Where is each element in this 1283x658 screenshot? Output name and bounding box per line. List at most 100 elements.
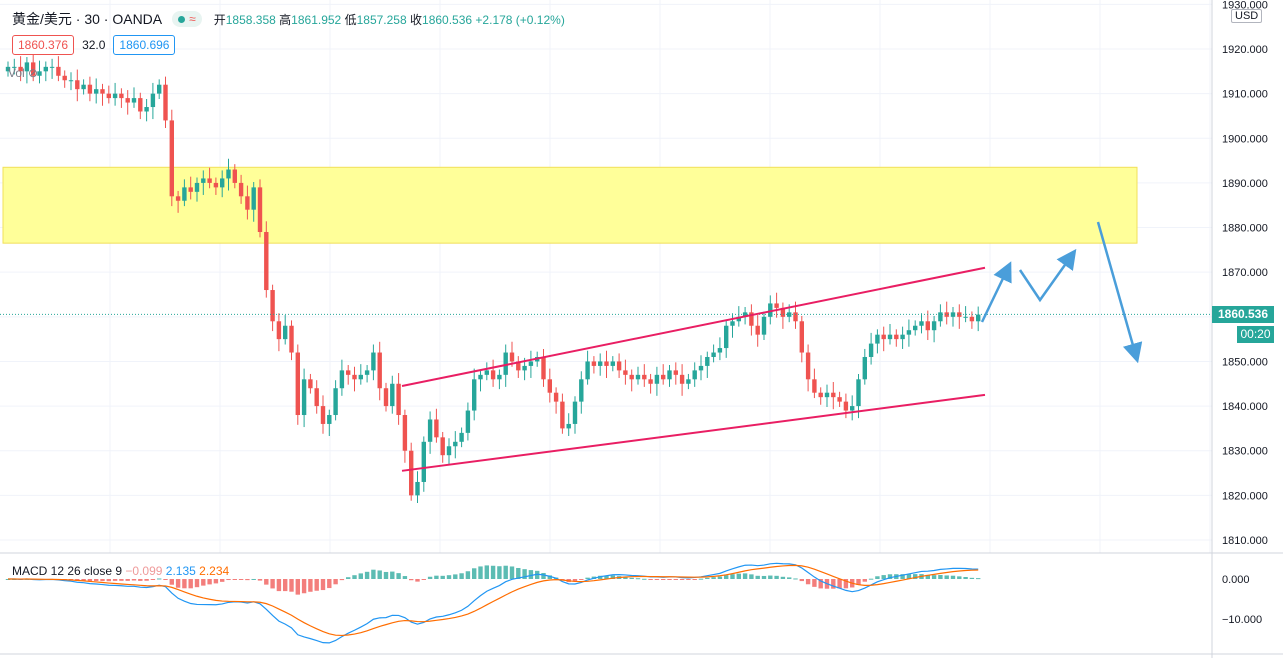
macd-hist-bar — [465, 571, 471, 579]
candle-body — [793, 312, 798, 322]
macd-hist-bar — [175, 579, 181, 588]
candle — [812, 368, 817, 399]
candle — [327, 409, 332, 436]
candle-body — [509, 352, 515, 362]
volume-legend[interactable]: Vol ⊘ — [8, 66, 38, 80]
candle-body — [957, 312, 962, 317]
candle — [232, 164, 237, 189]
candle — [818, 387, 823, 405]
candle — [938, 304, 943, 327]
candle-body — [352, 374, 357, 380]
candle-body — [427, 419, 433, 442]
candle-body — [711, 352, 716, 357]
macd-hist-bar — [730, 574, 735, 579]
candle — [906, 319, 912, 347]
candle-body — [950, 312, 956, 317]
candle — [257, 179, 263, 238]
candle-body — [862, 356, 867, 380]
macd-value: 2.135 — [165, 564, 196, 578]
candle — [894, 329, 899, 347]
candle-body — [358, 374, 363, 380]
candle-body — [56, 66, 61, 76]
candle-body — [150, 93, 156, 108]
candle-body — [295, 352, 300, 416]
candle-body — [119, 93, 124, 99]
candle — [516, 356, 521, 378]
low-value: 1857.258 — [356, 12, 407, 27]
candle — [887, 323, 893, 345]
open-label: 开 — [213, 12, 226, 27]
price-tick-label: 1900.000 — [1222, 133, 1268, 145]
candle-body — [18, 66, 23, 72]
candle — [131, 87, 137, 108]
candle-body — [131, 98, 137, 103]
candle — [31, 54, 36, 82]
macd-hist-bar — [623, 576, 628, 579]
macd-hist-bar — [661, 579, 666, 580]
candle-body — [490, 370, 496, 380]
macd-hist-bar — [201, 579, 206, 586]
macd-hist-bar — [925, 574, 930, 579]
candle — [440, 431, 445, 463]
candle — [314, 380, 319, 414]
macd-hist-bar — [969, 577, 975, 579]
channel-upper-line — [401, 266, 986, 387]
price-tick-label: 1850.000 — [1222, 356, 1268, 368]
candle-body — [717, 348, 723, 353]
macd-hist-bar — [100, 579, 105, 582]
candle-body — [560, 401, 565, 429]
buy-button[interactable]: 1860.696 — [113, 35, 176, 55]
macd-hist-bar — [112, 579, 118, 581]
candle-body — [579, 379, 584, 402]
candle — [591, 356, 597, 374]
candle — [333, 380, 338, 421]
arrow-up-2 — [1018, 248, 1077, 303]
candle — [717, 337, 723, 361]
candle-body — [698, 365, 704, 371]
hidden-eye-icon[interactable]: ⊘ — [28, 66, 39, 80]
currency-badge[interactable]: USD — [1231, 9, 1263, 23]
macd-hist-bar — [150, 579, 156, 580]
candle-body — [850, 406, 855, 411]
macd-hist-bar — [535, 570, 540, 579]
macd-legend[interactable]: MACD 12 26 close 9 −0.099 2.135 2.234 — [12, 564, 229, 578]
macd-hist-bar — [94, 579, 99, 582]
macd-hist-bar — [421, 579, 426, 580]
candle-body — [667, 370, 672, 380]
macd-hist-bar — [377, 570, 382, 579]
candle — [251, 182, 256, 222]
macd-hist-bar — [787, 577, 792, 579]
sell-button[interactable]: 1860.376 — [12, 35, 75, 55]
candle-body — [585, 361, 590, 380]
macd-hist-bar — [106, 579, 111, 582]
candle — [761, 311, 767, 341]
candle — [396, 373, 401, 425]
candle-body — [220, 178, 225, 188]
candle — [62, 70, 67, 88]
candle — [182, 179, 187, 207]
candle-body — [963, 316, 968, 318]
price-tick-label: 1840.000 — [1222, 401, 1268, 413]
market-status-pill[interactable]: ≈ — [172, 11, 202, 27]
candle-body — [31, 62, 36, 76]
candle-body — [629, 374, 634, 380]
candle — [49, 58, 55, 79]
symbol-header: 黄金/美元 · 30 · OANDA ≈ 开1858.358 高1861.952… — [12, 9, 565, 29]
candle — [238, 174, 244, 204]
candle — [711, 344, 716, 363]
candle — [56, 56, 61, 82]
price-tick-label: 1890.000 — [1222, 178, 1268, 190]
open-value: 1858.358 — [225, 12, 276, 27]
candle — [629, 369, 634, 392]
candle-body — [409, 450, 414, 496]
macd-hist-bar — [364, 571, 370, 579]
candle — [805, 344, 811, 392]
macd-hist-bar — [711, 577, 716, 579]
candle — [169, 109, 174, 207]
candle — [402, 409, 408, 463]
symbol-title[interactable]: 黄金/美元 · 30 · OANDA — [12, 11, 163, 27]
macd-hist-bar — [881, 575, 886, 579]
candle-body — [226, 169, 231, 179]
